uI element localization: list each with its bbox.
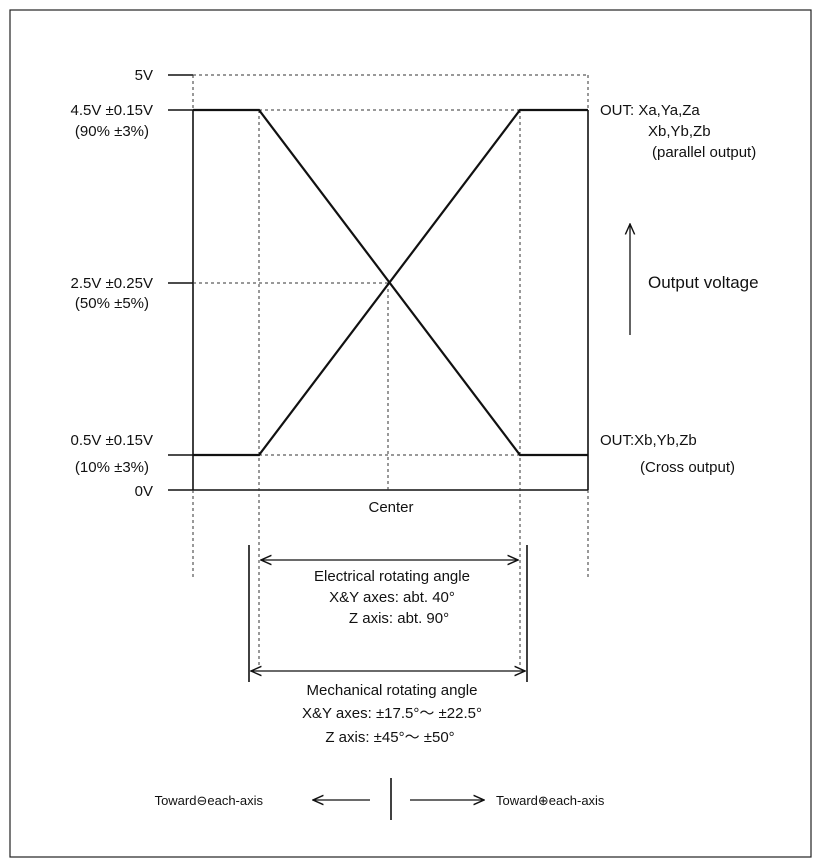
label-2-5v: 2.5V ±0.25V bbox=[71, 275, 153, 292]
label-0-5v: 0.5V ±0.15V bbox=[71, 432, 153, 449]
label-4-5v-percent: (90% ±3%) bbox=[75, 123, 149, 140]
label-0v: 0V bbox=[135, 483, 153, 500]
mechanical-angle-line1: Mechanical rotating angle bbox=[307, 682, 478, 699]
parallel-output-line1: OUT: Xa,Ya,Za bbox=[600, 102, 700, 119]
mechanical-angle-line2: X&Y axes: ±17.5°～ ±22.5° bbox=[302, 705, 482, 722]
cross-output-line2: (Cross output) bbox=[640, 459, 735, 476]
mechanical-angle-line3: Z axis: ±45°～ ±50° bbox=[325, 729, 454, 746]
parallel-output-line2: Xb,Yb,Zb bbox=[648, 123, 711, 140]
label-2-5v-percent: (50% ±5%) bbox=[75, 295, 149, 312]
center-label: Center bbox=[368, 499, 413, 516]
output-voltage-label: Output voltage bbox=[648, 273, 759, 292]
outer-frame bbox=[9, 9, 812, 858]
label-5v: 5V bbox=[135, 67, 153, 84]
label-0-5v-percent: (10% ±3%) bbox=[75, 459, 149, 476]
parallel-output-line3: (parallel output) bbox=[652, 144, 756, 161]
electrical-angle-line3: Z axis: abt. 90° bbox=[349, 610, 449, 627]
direction-plus-label: Toward⊕each-axis bbox=[496, 793, 605, 808]
cross-output-curve bbox=[193, 108, 588, 457]
cross-output-line1: OUT:Xb,Yb,Zb bbox=[600, 432, 697, 449]
electrical-angle-line1: Electrical rotating angle bbox=[314, 568, 470, 585]
label-4-5v: 4.5V ±0.15V bbox=[71, 102, 153, 119]
direction-minus-label: Toward⊖each-axis bbox=[155, 793, 264, 808]
electrical-angle-line2: X&Y axes: abt. 40° bbox=[329, 589, 455, 606]
